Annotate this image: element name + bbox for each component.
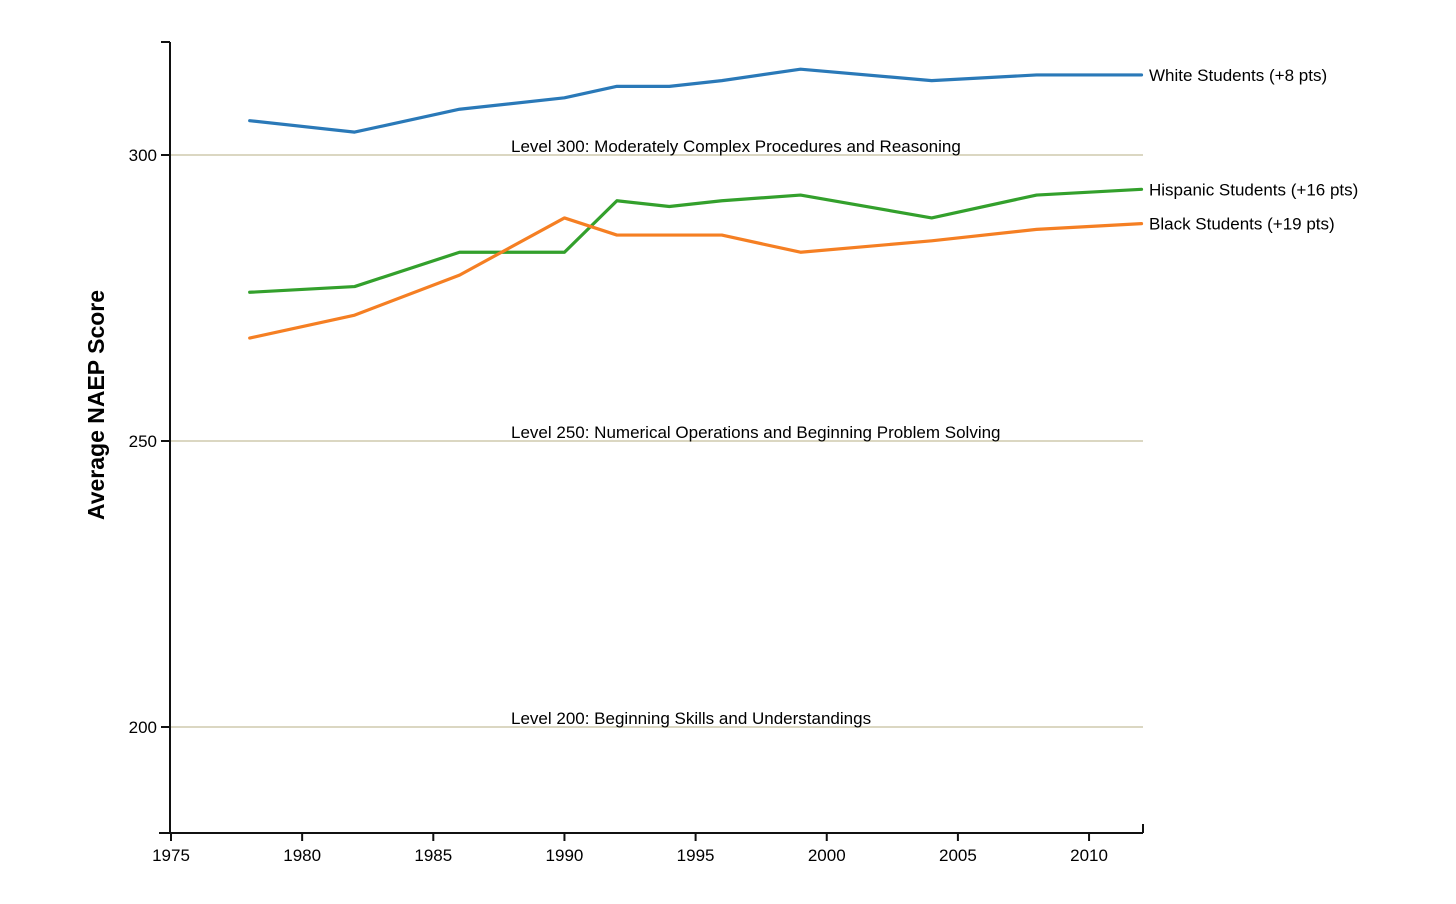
reference-line-label-300: Level 300: Moderately Complex Procedures… xyxy=(511,137,961,156)
y-tick-label-300: 300 xyxy=(129,146,157,165)
x-tick-label-2005: 2005 xyxy=(939,846,977,865)
y-tick-label-250: 250 xyxy=(129,432,157,451)
series-line-hispanic-students xyxy=(248,187,1144,294)
x-tick-label-2010: 2010 xyxy=(1070,846,1108,865)
x-tick-label-1985: 1985 xyxy=(414,846,452,865)
series-label-white-students: White Students (+8 pts) xyxy=(1149,66,1327,85)
series-line-white-students xyxy=(248,67,1144,134)
x-tick-label-1990: 1990 xyxy=(546,846,584,865)
x-tick-label-1995: 1995 xyxy=(677,846,715,865)
x-tick-label-2000: 2000 xyxy=(808,846,846,865)
series-line-black-students xyxy=(248,216,1144,340)
series-label-hispanic-students: Hispanic Students (+16 pts) xyxy=(1149,180,1358,199)
reference-line-label-200: Level 200: Beginning Skills and Understa… xyxy=(511,709,871,728)
series-label-black-students: Black Students (+19 pts) xyxy=(1149,215,1335,234)
y-tick-label-200: 200 xyxy=(129,718,157,737)
reference-line-label-250: Level 250: Numerical Operations and Begi… xyxy=(511,423,1001,442)
y-axis-title: Average NAEP Score xyxy=(83,290,109,520)
x-tick-label-1980: 1980 xyxy=(283,846,321,865)
x-tick-label-1975: 1975 xyxy=(152,846,190,865)
